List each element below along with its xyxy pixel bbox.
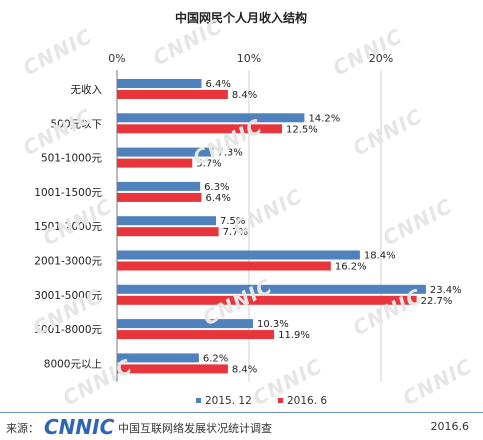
cnnic-logo: CNNIC — [44, 415, 115, 439]
x-tick-label: 10% — [237, 52, 261, 65]
data-label: 22.7% — [421, 296, 453, 307]
data-label: 5.7% — [196, 159, 221, 170]
data-label: 8.4% — [232, 90, 257, 101]
data-label: 18.4% — [364, 251, 396, 262]
bar — [117, 158, 193, 168]
data-label: 6.4% — [205, 79, 230, 90]
category-label: 500元以下 — [50, 118, 102, 130]
bar — [117, 250, 360, 260]
data-label: 6.2% — [203, 353, 228, 364]
bar — [117, 319, 253, 329]
source-date: 2016.6 — [430, 420, 470, 433]
footer: 来源： CNNIC 中国互联网络发展状况统计调查 2016.6 — [0, 412, 483, 440]
chart-title: 中国网民个人月收入结构 — [175, 10, 307, 25]
legend-swatch — [278, 398, 283, 403]
data-label: 23.4% — [430, 285, 462, 296]
legend-label: 2015. 12 — [205, 395, 252, 407]
x-tick-label: 0% — [108, 52, 125, 65]
bar — [117, 124, 282, 134]
data-label: 6.4% — [205, 193, 230, 204]
category-label: 2001-3000元 — [34, 256, 102, 268]
data-label: 16.2% — [335, 262, 367, 273]
category-labels: 无收入 500元以下 501-1000元 1001-1500元 1501-2000元 20… — [34, 83, 102, 370]
bar — [117, 181, 201, 191]
data-label: 11.9% — [278, 330, 310, 341]
bar — [117, 216, 216, 226]
source-org: 中国互联网络发展状况统计调查 — [118, 422, 272, 435]
bar-chart: 中国网民个人月收入结构 0% 10% 20% 6.4%8.4%14.2%12.5%7… — [34, 10, 462, 407]
category-label: 8000元以上 — [44, 358, 102, 370]
category-label: 1001-1500元 — [34, 187, 102, 199]
data-label: 7.7% — [223, 227, 248, 238]
bar — [117, 261, 331, 271]
data-label: 7.3% — [217, 148, 242, 159]
bar — [117, 330, 275, 340]
bar — [117, 147, 214, 157]
bar — [117, 364, 228, 374]
bar — [117, 79, 202, 88]
category-label: 无收入 — [71, 83, 103, 96]
data-label: 6.3% — [204, 182, 229, 193]
data-label: 12.5% — [286, 124, 318, 135]
category-label: 5001-8000元 — [34, 324, 102, 336]
data-label: 8.4% — [232, 364, 257, 375]
x-tick-labels: 0% 10% 20% — [108, 52, 393, 65]
legend: 2015. 12 2016. 6 — [196, 395, 327, 407]
category-label: 501-1000元 — [41, 153, 103, 165]
source-label: 来源： — [6, 422, 39, 435]
x-tick-label: 20% — [369, 52, 393, 65]
bar — [117, 192, 202, 202]
data-label: 7.5% — [220, 216, 245, 227]
bars: 6.4%8.4%14.2%12.5%7.3%5.7%6.3%6.4%7.5%7.… — [117, 79, 462, 375]
bar — [117, 227, 219, 237]
legend-label: 2016. 6 — [287, 395, 327, 407]
data-label: 10.3% — [257, 319, 289, 330]
bar — [117, 284, 426, 294]
data-label: 14.2% — [308, 113, 340, 124]
bar — [117, 90, 228, 99]
category-label: 3001-5000元 — [34, 290, 102, 302]
category-label: 1501-2000元 — [34, 221, 102, 233]
bar — [117, 295, 417, 305]
legend-swatch — [196, 398, 201, 403]
bar — [117, 113, 305, 123]
bar — [117, 353, 199, 363]
